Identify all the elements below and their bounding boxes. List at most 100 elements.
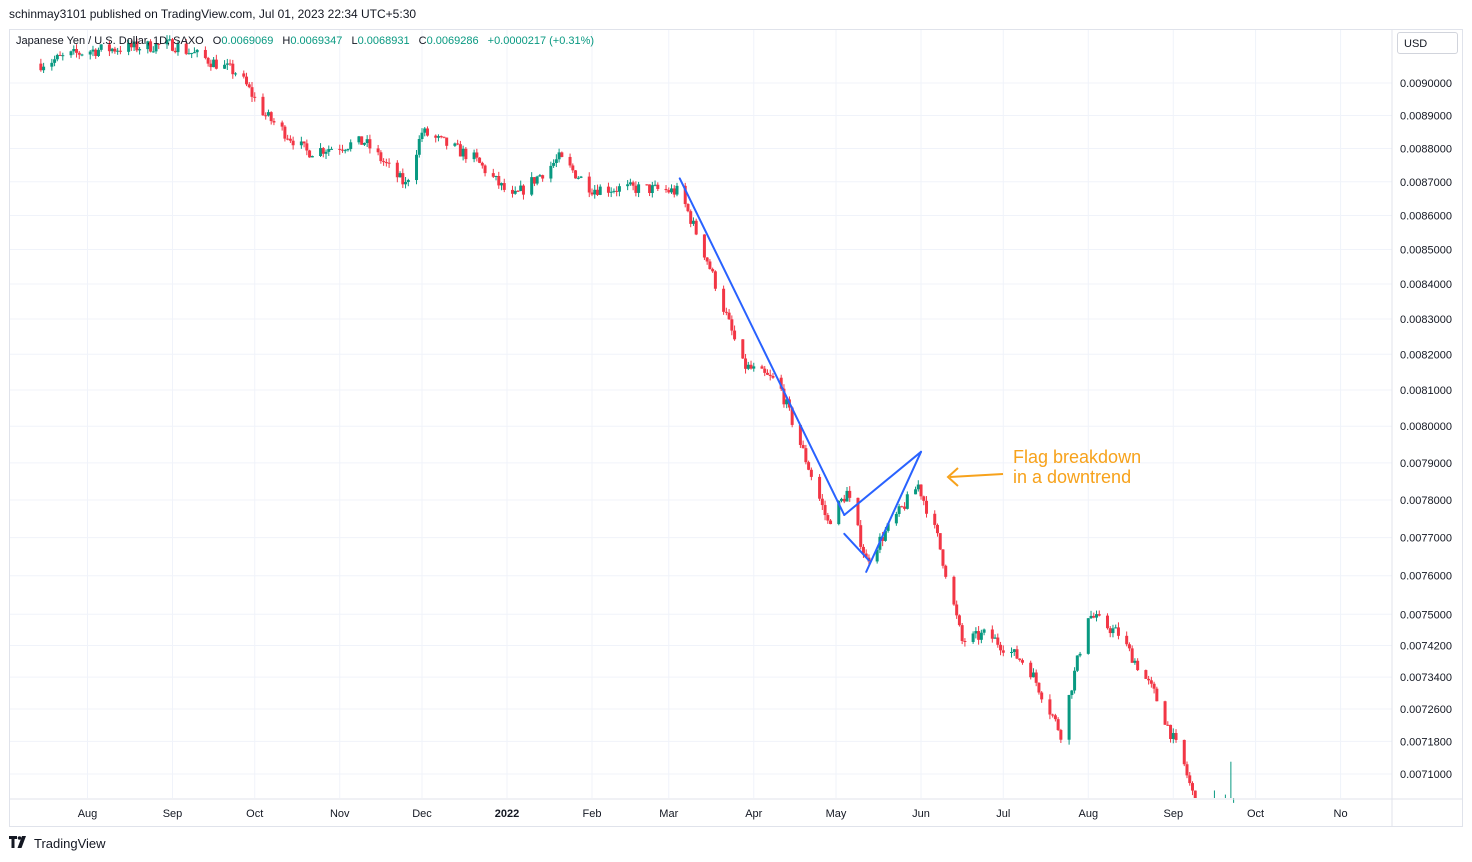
candle-body — [266, 112, 270, 116]
candle-body — [146, 41, 150, 50]
candle-body — [574, 170, 578, 179]
candle-body — [771, 375, 775, 378]
candle-body — [212, 59, 216, 68]
candle-body — [999, 644, 1003, 651]
candle-body — [935, 524, 939, 534]
candle-body — [864, 553, 868, 558]
candle-body — [1174, 733, 1178, 740]
candle-body — [626, 184, 630, 187]
price-tick-label: 0.0081000 — [1400, 385, 1452, 397]
candle-body — [694, 220, 698, 235]
candle-body — [225, 63, 229, 65]
candle-body — [1147, 678, 1151, 681]
candle-body — [42, 66, 46, 71]
footer-brand[interactable]: TradingView — [9, 836, 106, 851]
price-tick-label: 0.0087000 — [1400, 177, 1452, 189]
candle-body — [922, 496, 926, 501]
candle-body — [228, 63, 232, 65]
candle-body — [708, 261, 712, 270]
candle-body — [702, 234, 706, 258]
trendline-flag-lower — [865, 450, 923, 573]
price-tick-label: 0.0072600 — [1400, 704, 1452, 716]
candle-body — [497, 175, 501, 186]
symbol-title: Japanese Yen / U.S. Dollar, 1D, SAXO — [16, 35, 204, 47]
candle-body — [656, 184, 660, 189]
candle-body — [785, 399, 789, 405]
candle-body — [1031, 672, 1035, 678]
candle-body — [1029, 662, 1033, 678]
candle-body — [478, 157, 482, 163]
candle-body — [1144, 670, 1148, 679]
candle-body — [360, 136, 364, 145]
candle-body — [675, 185, 679, 195]
candle-body — [823, 505, 827, 516]
candle-body — [790, 407, 794, 425]
price-tick-label: 0.0080000 — [1400, 421, 1452, 433]
candle-body — [502, 183, 506, 190]
candle-body — [69, 51, 73, 56]
candle-body — [165, 39, 169, 45]
price-tick-label: 0.0088000 — [1400, 143, 1452, 155]
price-tick-label: 0.0071800 — [1400, 736, 1452, 748]
candle-body — [933, 513, 937, 525]
candle-body — [768, 374, 772, 376]
candle-body — [634, 185, 638, 193]
candle-body — [746, 364, 750, 369]
candle-body — [779, 377, 783, 389]
candle-body — [280, 122, 284, 127]
currency-selector[interactable]: USD — [1397, 32, 1458, 54]
candles — [39, 35, 1235, 803]
candle-body — [458, 144, 462, 157]
candle-body — [1040, 692, 1044, 700]
price-tick-label: 0.0083000 — [1400, 314, 1452, 326]
candle-body — [231, 63, 235, 75]
candle-body — [979, 632, 983, 640]
candle-body — [404, 182, 408, 185]
candle-body — [245, 76, 249, 85]
candle-body — [672, 188, 676, 195]
candle-body — [996, 637, 1000, 645]
candle-body — [475, 152, 479, 158]
candle-body — [944, 565, 948, 577]
time-tick-label: Mar — [659, 808, 678, 820]
candle-body — [686, 204, 690, 212]
candle-body — [897, 506, 901, 514]
candle-body — [820, 498, 824, 506]
open-label: O — [212, 35, 222, 47]
candle-body — [1067, 695, 1071, 740]
candle-body — [420, 132, 424, 139]
candle-body — [683, 185, 687, 205]
candle-body — [711, 269, 715, 272]
candle-body — [856, 497, 860, 526]
candle-body — [500, 183, 504, 186]
candle-body — [875, 549, 879, 562]
candle-body — [234, 73, 238, 75]
candle-body — [203, 49, 207, 58]
open-value: 0.0069069 — [221, 35, 274, 47]
candle-body — [749, 364, 753, 369]
candle-body — [1010, 651, 1014, 653]
time-tick-label: Jun — [912, 808, 930, 820]
candle-body — [214, 59, 218, 69]
candle-body — [1020, 660, 1024, 663]
candle-body — [598, 186, 602, 195]
candle-body — [1163, 701, 1167, 725]
candle-body — [491, 173, 495, 177]
candle-body — [1056, 719, 1060, 731]
candle-body — [149, 41, 153, 52]
time-tick-label: Apr — [745, 808, 762, 820]
candle-body — [1185, 764, 1189, 776]
candle-body — [168, 39, 172, 41]
candle-body — [760, 366, 764, 369]
candle-body — [494, 175, 498, 177]
candle-body — [1037, 682, 1041, 693]
candle-body — [549, 165, 553, 179]
candle-body — [903, 506, 907, 509]
candle-body — [691, 220, 695, 224]
price-axis: 0.0090000 0.0089000 0.0088000 0.0087000 0.00… — [1400, 78, 1452, 781]
candle-body — [401, 173, 405, 185]
candle-body — [157, 43, 161, 45]
candle-body — [464, 148, 468, 160]
candle-body — [826, 515, 830, 521]
